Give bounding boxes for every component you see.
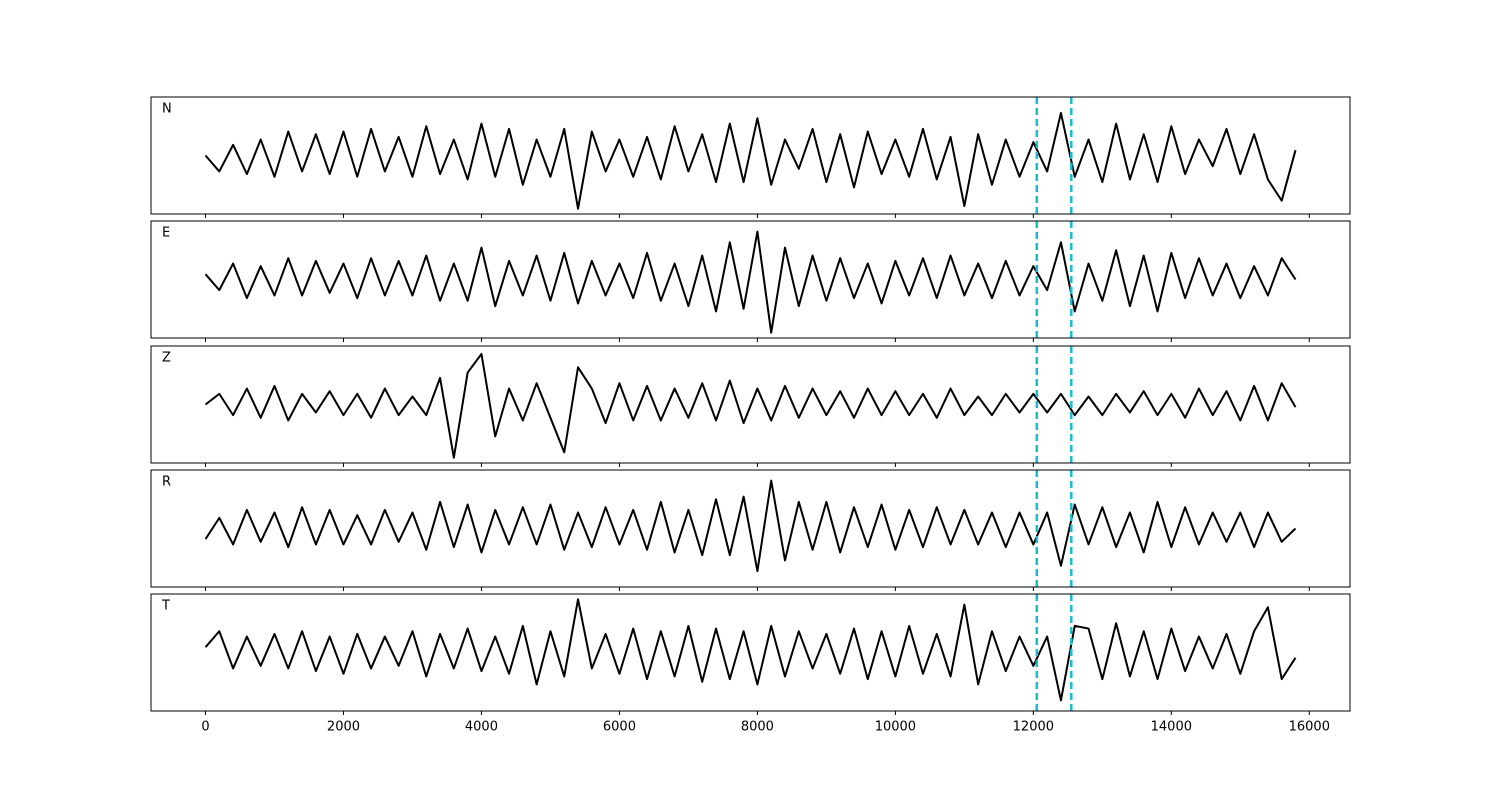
trace — [204, 598, 1297, 702]
panel-label: Z — [162, 351, 171, 366]
x-tick-label: 12000 — [1013, 720, 1054, 735]
x-tick-label: 2000 — [327, 720, 360, 735]
trace — [204, 111, 1297, 210]
panel-frame — [150, 469, 1351, 588]
panel-label: N — [162, 102, 172, 117]
x-tick-label: 0 — [201, 720, 209, 735]
panel-frame — [150, 96, 1351, 215]
x-tick-label: 16000 — [1289, 720, 1330, 735]
panel-frame — [150, 345, 1351, 464]
x-tick-label: 14000 — [1151, 720, 1192, 735]
trace — [204, 352, 1297, 459]
panel-label: R — [162, 475, 171, 490]
x-tick-label: 6000 — [603, 720, 636, 735]
panel-frame — [150, 220, 1351, 339]
x-tick-label: 4000 — [465, 720, 498, 735]
x-tick-label: 8000 — [741, 720, 774, 735]
panel-frame — [150, 593, 1351, 712]
trace — [204, 230, 1297, 334]
trace — [204, 479, 1297, 573]
panel-label: T — [161, 599, 170, 614]
panel-label: E — [162, 226, 170, 241]
x-tick-label: 10000 — [875, 720, 916, 735]
